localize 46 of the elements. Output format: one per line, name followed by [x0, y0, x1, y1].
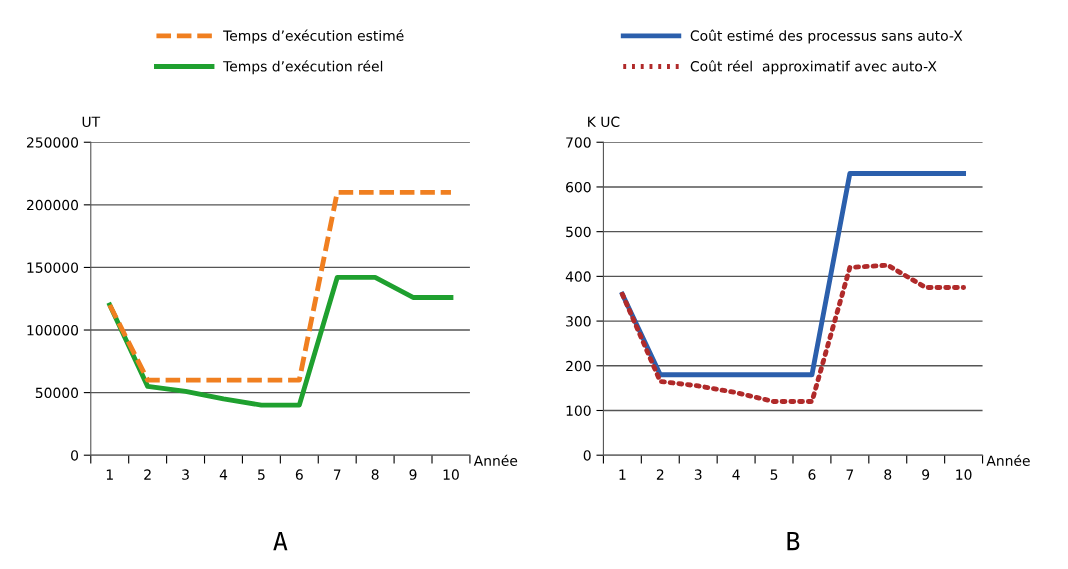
y-tick-label: 0: [71, 450, 79, 461]
y-axis-title: K UC: [588, 116, 620, 128]
y-tick-label: 150000: [27, 262, 79, 273]
legend-label: Coût estimé des processus sans auto-X: [690, 29, 963, 44]
y-tick-label: 700: [566, 137, 591, 148]
x-tick-label: 1: [106, 469, 113, 480]
x-tick-label: 1: [619, 469, 626, 480]
x-axis-title: Année: [986, 454, 1030, 466]
x-tick-label: 2: [656, 469, 664, 480]
x-tick-label: 10: [956, 469, 972, 480]
x-tick-label: 7: [333, 469, 341, 480]
x-tick-label: 4: [732, 469, 740, 480]
x-tick-label: 7: [846, 469, 854, 480]
x-tick-label: 5: [770, 469, 778, 480]
text: B: [787, 531, 800, 551]
y-tick-label: 200: [566, 360, 591, 372]
line-series: [619, 262, 967, 404]
y-tick-label: 250000: [26, 137, 79, 148]
y-tick-label: 300: [566, 316, 591, 327]
legend-label: Temps d’exécution estimé: [223, 29, 404, 44]
x-tick-label: 3: [182, 469, 189, 480]
y-tick-label: 50000: [35, 387, 79, 399]
x-tick-label: 9: [922, 469, 930, 480]
x-axis-title: Année: [473, 454, 518, 466]
y-tick-label: 200000: [26, 199, 79, 211]
x-tick-label: 6: [295, 469, 303, 480]
x-tick-label: 10: [443, 469, 459, 480]
x-tick-label: 9: [409, 469, 417, 480]
legend-label: Coût réel approximatif avec auto-X: [690, 60, 937, 75]
x-tick-label: 8: [884, 469, 892, 480]
y-tick-label: 100: [566, 405, 591, 416]
x-tick-label: 6: [808, 469, 816, 480]
x-tick-label: 3: [694, 469, 702, 480]
y-tick-label: 100000: [27, 324, 79, 336]
x-tick-label: 8: [371, 469, 379, 480]
x-tick-label: 4: [219, 469, 228, 480]
y-tick-label: 600: [566, 181, 591, 193]
line-series: [107, 275, 454, 408]
y-axis-title: UT: [82, 116, 101, 128]
y-tick-label: 0: [583, 450, 591, 461]
y-tick-label: 500: [566, 226, 591, 238]
text: A: [273, 531, 288, 551]
x-tick-label: 2: [144, 469, 151, 480]
legend-label: Temps d’exécution réel: [223, 60, 383, 75]
x-tick-label: 5: [258, 469, 265, 480]
y-tick-label: 400: [565, 271, 591, 282]
